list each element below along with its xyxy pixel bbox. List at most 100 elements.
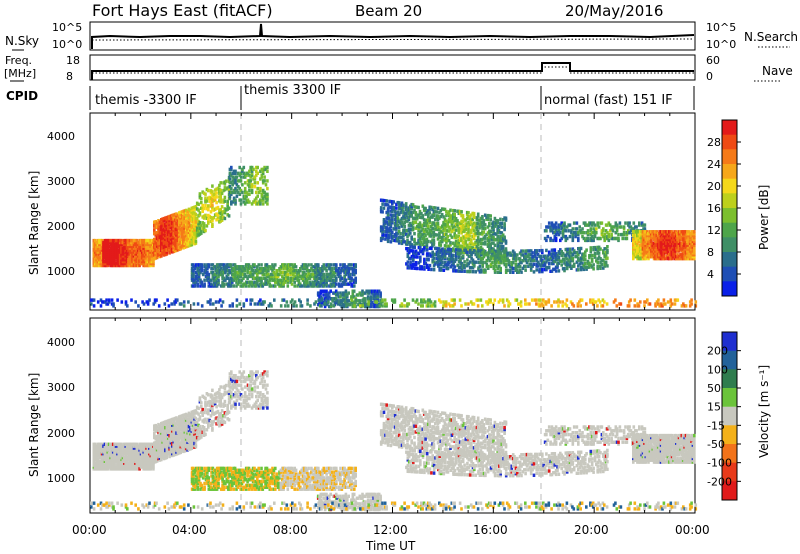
power-cell	[386, 233, 390, 238]
freq-panel: Freq. [MHz] 18 8 60 0 Nave	[4, 54, 793, 83]
power-cell	[397, 201, 401, 205]
power-cell	[434, 210, 437, 214]
power-cell	[492, 228, 495, 232]
power-cell	[212, 193, 216, 197]
power-cell	[166, 226, 170, 231]
power-cell	[153, 251, 156, 255]
power-cell	[339, 302, 342, 307]
power-cell	[168, 245, 171, 249]
power-cell	[549, 238, 552, 243]
power-cell	[590, 234, 594, 239]
power-cell	[652, 243, 656, 247]
power-cell	[423, 246, 426, 250]
power-cell	[495, 261, 498, 265]
power-cell	[686, 232, 689, 236]
power-cell	[481, 251, 484, 255]
power-cell	[499, 253, 502, 257]
power-cell	[253, 276, 256, 280]
power-cell	[448, 257, 451, 261]
power-cell	[458, 223, 462, 227]
power-cell	[268, 284, 272, 288]
power-cell	[406, 242, 409, 246]
power-cell	[323, 278, 327, 282]
power-cell	[539, 256, 543, 260]
power-cell	[312, 274, 316, 279]
power-cell	[589, 227, 593, 231]
power-cell	[211, 184, 214, 188]
power-cell	[248, 183, 251, 187]
power-cell	[406, 248, 410, 253]
power-cell	[328, 291, 331, 295]
power-cell	[436, 225, 440, 230]
power-cell	[286, 278, 290, 282]
power-cell	[162, 251, 166, 255]
power-cell	[187, 224, 191, 229]
power-cell	[196, 282, 199, 286]
power-cell	[243, 272, 247, 277]
power-cell	[354, 280, 357, 284]
power-cell	[651, 241, 654, 245]
power-cell	[464, 239, 468, 243]
power-cell	[445, 219, 448, 223]
power-cell	[670, 247, 674, 251]
power-cell	[172, 213, 175, 217]
power-cell	[449, 255, 453, 259]
power-cell	[242, 282, 245, 286]
power-cell	[496, 234, 499, 238]
power-cell	[441, 260, 444, 265]
power-cell	[389, 232, 393, 236]
power-cell	[613, 225, 616, 229]
power-cell	[529, 258, 533, 263]
power-cell	[409, 249, 412, 253]
power-cell	[447, 244, 451, 249]
power-cell	[461, 229, 465, 233]
power-cell	[413, 205, 416, 209]
power-cell	[391, 215, 394, 219]
power-cell	[672, 249, 675, 253]
power-cell	[449, 227, 452, 231]
power-cell	[510, 262, 514, 267]
power-cell	[650, 233, 653, 238]
power-cell	[641, 245, 645, 249]
power-cell	[141, 246, 144, 250]
power-cell	[578, 225, 581, 229]
power-cell	[680, 232, 684, 236]
power-cell	[413, 243, 416, 247]
power-cell	[172, 226, 175, 231]
power-cell	[486, 253, 490, 257]
power-cell	[438, 256, 441, 261]
power-cell	[256, 276, 259, 280]
power-cell	[341, 302, 345, 307]
power-cell	[127, 252, 130, 256]
power-cell	[286, 269, 290, 273]
power-cell	[175, 216, 178, 220]
power-cell	[589, 263, 593, 267]
power-cell	[234, 186, 237, 191]
power-cell	[346, 282, 349, 286]
power-cell	[468, 222, 472, 227]
power-cell	[207, 213, 210, 218]
power-cell	[375, 304, 378, 309]
power-cell	[638, 223, 641, 227]
power-cell	[191, 217, 195, 221]
power-cell	[127, 244, 130, 248]
power-cell	[389, 224, 393, 229]
nsky-label: N.Sky	[5, 34, 39, 48]
power-cell	[256, 265, 259, 269]
power-cell	[525, 255, 529, 259]
power-cell	[220, 212, 224, 217]
power-cell	[223, 195, 227, 200]
power-cell	[638, 253, 642, 257]
power-cell	[343, 278, 346, 282]
power-cell	[495, 218, 498, 223]
power-cell	[365, 289, 368, 293]
power-cell	[155, 250, 159, 254]
power-cell	[186, 231, 189, 235]
power-cell	[128, 263, 132, 268]
power-cell	[154, 241, 157, 245]
power-cell	[202, 214, 206, 218]
power-cell	[571, 227, 575, 231]
power-cell	[275, 272, 278, 277]
power-cell	[424, 220, 427, 224]
power-cell	[127, 261, 130, 266]
